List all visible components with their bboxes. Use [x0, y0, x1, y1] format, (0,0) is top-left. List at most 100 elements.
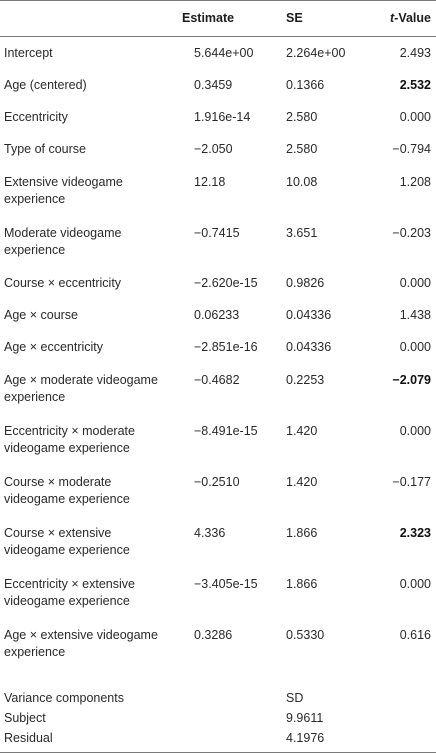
row-term: Intercept — [4, 46, 53, 60]
row-term: Eccentricity × moderate videogame experi… — [4, 424, 135, 455]
variance-row: Residual 4.1976 — [0, 729, 436, 753]
row-se: 0.5330 — [286, 628, 325, 642]
variance-sd-header: SD — [286, 691, 304, 705]
header-estimate: Estimate — [166, 0, 284, 37]
table-row: Extensive videogame experience 12.18 10.08… — [0, 165, 436, 216]
row-estimate: −0.7415 — [194, 226, 240, 240]
row-estimate: 12.18 — [194, 175, 226, 189]
row-t-value: 1.208 — [399, 175, 431, 189]
row-se: 1.866 — [286, 577, 318, 591]
variance-components-label: Variance components — [4, 691, 124, 705]
table-row: Moderate videogame experience −0.7415 3.65… — [0, 216, 436, 267]
table-row: Age × moderate videogame experience −0.46… — [0, 363, 436, 414]
table-row: Course × eccentricity −2.620e-15 0.9826 0.0… — [0, 267, 436, 299]
row-t-value: −2.079 — [392, 373, 431, 387]
row-estimate: −3.405e-15 — [194, 577, 258, 591]
empty-cell — [166, 689, 284, 709]
row-se: 10.08 — [286, 175, 318, 189]
table-header: Estimate SE t-Value — [0, 0, 436, 37]
row-t-value: 1.438 — [399, 308, 431, 322]
row-term: Age (centered) — [4, 78, 87, 92]
row-se: 0.2253 — [286, 373, 325, 387]
row-term: Age × moderate videogame experience — [4, 373, 158, 404]
row-term: Course × extensive videogame experience — [4, 526, 130, 557]
variance-term: Subject — [4, 711, 46, 725]
row-se: 0.1366 — [286, 78, 325, 92]
header-row: Estimate SE t-Value — [0, 0, 436, 37]
header-se: SE — [284, 0, 372, 37]
row-se: 1.420 — [286, 424, 318, 438]
header-term — [0, 0, 166, 37]
row-estimate: −2.050 — [194, 142, 233, 156]
row-estimate: −2.620e-15 — [194, 276, 258, 290]
header-t-italic: t — [390, 11, 395, 25]
row-t-value: 0.616 — [399, 628, 431, 642]
row-se: 2.580 — [286, 110, 318, 124]
table-row: Eccentricity 1.916e-14 2.580 0.000 — [0, 101, 436, 133]
variance-sd: 9.9611 — [286, 711, 324, 725]
row-t-value: 0.000 — [399, 110, 431, 124]
row-estimate: 1.916e-14 — [194, 110, 251, 124]
row-term: Age × eccentricity — [4, 340, 104, 354]
spacer-cell — [0, 669, 436, 689]
row-t-value: −0.203 — [392, 226, 431, 240]
row-term: Age × course — [4, 308, 79, 322]
row-t-value: 0.000 — [399, 577, 431, 591]
table-row: Type of course −2.050 2.580 −0.794 — [0, 133, 436, 165]
row-t-value: 2.532 — [399, 78, 431, 92]
row-estimate: −0.2510 — [194, 475, 240, 489]
table-row: Age (centered) 0.3459 0.1366 2.532 — [0, 69, 436, 101]
row-t-value: −0.177 — [392, 475, 431, 489]
row-estimate: 0.06233 — [194, 308, 240, 322]
header-t-value: t-Value — [372, 0, 436, 37]
row-estimate: 0.3459 — [194, 78, 233, 92]
row-se: 1.420 — [286, 475, 318, 489]
row-se: 2.264e+00 — [286, 46, 346, 60]
variance-term: Residual — [0, 729, 166, 753]
row-t-value: 2.323 — [399, 526, 431, 540]
table-row: Eccentricity × extensive videogame exper… — [0, 567, 436, 618]
table-row: Course × moderate videogame experience −0… — [0, 465, 436, 516]
row-estimate: 4.336 — [194, 526, 226, 540]
empty-cell — [372, 689, 436, 709]
table-row: Intercept 5.644e+00 2.264e+00 2.493 — [0, 37, 436, 70]
table-body: Intercept 5.644e+00 2.264e+00 2.493 Age (cen… — [0, 37, 436, 753]
row-se: 0.04336 — [286, 308, 332, 322]
table-row: Age × extensive videogame experience 0.32… — [0, 618, 436, 669]
header-t-suffix: -Value — [394, 11, 431, 25]
row-se: 1.866 — [286, 526, 318, 540]
row-term: Eccentricity — [4, 110, 68, 124]
row-t-value: 0.000 — [399, 276, 431, 290]
row-estimate: 5.644e+00 — [194, 46, 254, 60]
row-t-value: 0.000 — [399, 340, 431, 354]
section-spacer — [0, 669, 436, 689]
table-row: Age × eccentricity −2.851e-16 0.04336 0.000 — [0, 331, 436, 363]
row-se: 2.580 — [286, 142, 318, 156]
variance-sd: 4.1976 — [284, 729, 372, 753]
table-row: Age × course 0.06233 0.04336 1.438 — [0, 299, 436, 331]
table-row: Course × extensive videogame experience 4… — [0, 516, 436, 567]
row-se: 0.9826 — [286, 276, 325, 290]
row-term: Age × extensive videogame experience — [4, 628, 158, 659]
row-t-value: 2.493 — [399, 46, 431, 60]
row-estimate: 0.3286 — [194, 628, 233, 642]
row-term: Type of course — [4, 142, 86, 156]
table-row: Eccentricity × moderate videogame experi… — [0, 414, 436, 465]
row-t-value: 0.000 — [399, 424, 431, 438]
variance-header-row: Variance components SD — [0, 689, 436, 709]
row-t-value: −0.794 — [392, 142, 431, 156]
empty-cell — [166, 709, 284, 729]
row-se: 0.04336 — [286, 340, 332, 354]
empty-cell — [372, 709, 436, 729]
row-estimate: −8.491e-15 — [194, 424, 258, 438]
row-term: Course × eccentricity — [4, 276, 122, 290]
row-se: 3.651 — [286, 226, 318, 240]
row-term: Eccentricity × extensive videogame exper… — [4, 577, 135, 608]
variance-row: Subject 9.9611 — [0, 709, 436, 729]
row-estimate: −0.4682 — [194, 373, 240, 387]
empty-cell — [166, 729, 284, 753]
row-term: Course × moderate videogame experience — [4, 475, 130, 506]
row-term: Moderate videogame experience — [4, 226, 122, 257]
